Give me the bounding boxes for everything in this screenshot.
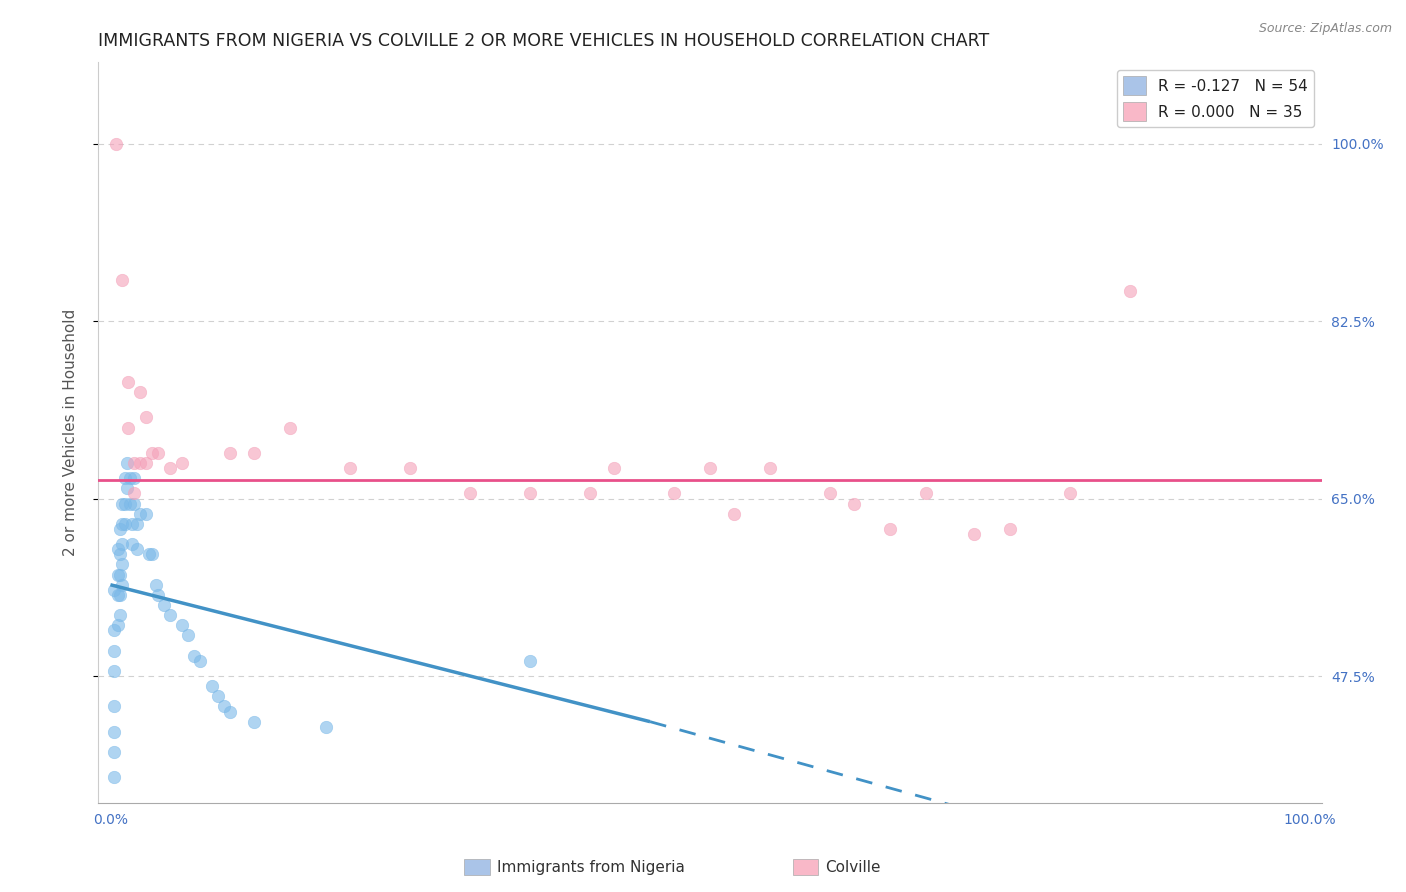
Point	[111, 516, 134, 531]
Point	[458, 486, 481, 500]
Point	[177, 628, 200, 642]
Point	[148, 588, 170, 602]
Point	[603, 461, 626, 475]
Point	[159, 461, 181, 475]
Point	[579, 486, 602, 500]
Text: IMMIGRANTS FROM NIGERIA VS COLVILLE 2 OR MORE VEHICLES IN HOUSEHOLD CORRELATION : IMMIGRANTS FROM NIGERIA VS COLVILLE 2 OR…	[98, 32, 990, 50]
Point	[103, 771, 125, 785]
Point	[124, 456, 146, 470]
Point	[107, 618, 129, 632]
Point	[108, 608, 131, 623]
Point	[998, 522, 1021, 536]
Point	[103, 724, 125, 739]
Point	[399, 461, 422, 475]
Text: Immigrants from Nigeria: Immigrants from Nigeria	[496, 860, 685, 874]
Point	[125, 542, 148, 557]
Point	[214, 699, 236, 714]
Point	[723, 507, 745, 521]
Point	[759, 461, 782, 475]
Y-axis label: 2 or more Vehicles in Household: 2 or more Vehicles in Household	[63, 309, 77, 557]
Point	[183, 648, 205, 663]
Point	[118, 471, 141, 485]
Point	[108, 547, 131, 561]
Legend: R = -0.127   N = 54, R = 0.000   N = 35: R = -0.127 N = 54, R = 0.000 N = 35	[1116, 70, 1315, 128]
Point	[124, 471, 146, 485]
Point	[124, 497, 146, 511]
Point	[114, 516, 136, 531]
Point	[818, 486, 841, 500]
Point	[125, 516, 148, 531]
Point	[103, 699, 125, 714]
Point	[107, 567, 129, 582]
Point	[115, 456, 138, 470]
Point	[129, 507, 152, 521]
Point	[699, 461, 721, 475]
Point	[129, 385, 152, 400]
Point	[118, 497, 141, 511]
Point	[107, 542, 129, 557]
Point	[315, 720, 337, 734]
Point	[135, 456, 157, 470]
Point	[108, 567, 131, 582]
Point	[243, 714, 266, 729]
Point	[105, 136, 128, 151]
Point	[1119, 284, 1142, 298]
Point	[339, 461, 361, 475]
Point	[114, 471, 136, 485]
Point	[121, 516, 143, 531]
Point	[201, 679, 224, 693]
Point	[117, 375, 139, 389]
Point	[879, 522, 901, 536]
Point	[172, 618, 194, 632]
Point	[153, 598, 176, 612]
Point	[135, 507, 157, 521]
Point	[662, 486, 685, 500]
Point	[159, 608, 181, 623]
Point	[219, 446, 242, 460]
Point	[148, 446, 170, 460]
Point	[207, 690, 229, 704]
Point	[243, 446, 266, 460]
Point	[121, 537, 143, 551]
Point	[108, 588, 131, 602]
FancyBboxPatch shape	[793, 859, 818, 875]
Point	[103, 582, 125, 597]
Point	[1059, 486, 1081, 500]
Point	[111, 497, 134, 511]
Point	[842, 497, 865, 511]
Point	[915, 486, 938, 500]
Point	[111, 537, 134, 551]
Text: Source: ZipAtlas.com: Source: ZipAtlas.com	[1258, 22, 1392, 36]
Point	[103, 664, 125, 678]
Point	[103, 745, 125, 759]
Point	[111, 558, 134, 572]
Point	[129, 456, 152, 470]
FancyBboxPatch shape	[464, 859, 489, 875]
Point	[138, 547, 160, 561]
Point	[145, 578, 167, 592]
Text: Colville: Colville	[825, 860, 880, 874]
Point	[519, 654, 541, 668]
Point	[107, 588, 129, 602]
Point	[141, 446, 163, 460]
Point	[172, 456, 194, 470]
Point	[114, 497, 136, 511]
Point	[963, 527, 986, 541]
Point	[103, 624, 125, 638]
Point	[108, 522, 131, 536]
Point	[115, 482, 138, 496]
Point	[103, 643, 125, 657]
Point	[111, 273, 134, 287]
Point	[111, 578, 134, 592]
Point	[117, 420, 139, 434]
Point	[219, 705, 242, 719]
Point	[141, 547, 163, 561]
Point	[135, 410, 157, 425]
Point	[188, 654, 211, 668]
Point	[519, 486, 541, 500]
Point	[278, 420, 301, 434]
Point	[124, 486, 146, 500]
